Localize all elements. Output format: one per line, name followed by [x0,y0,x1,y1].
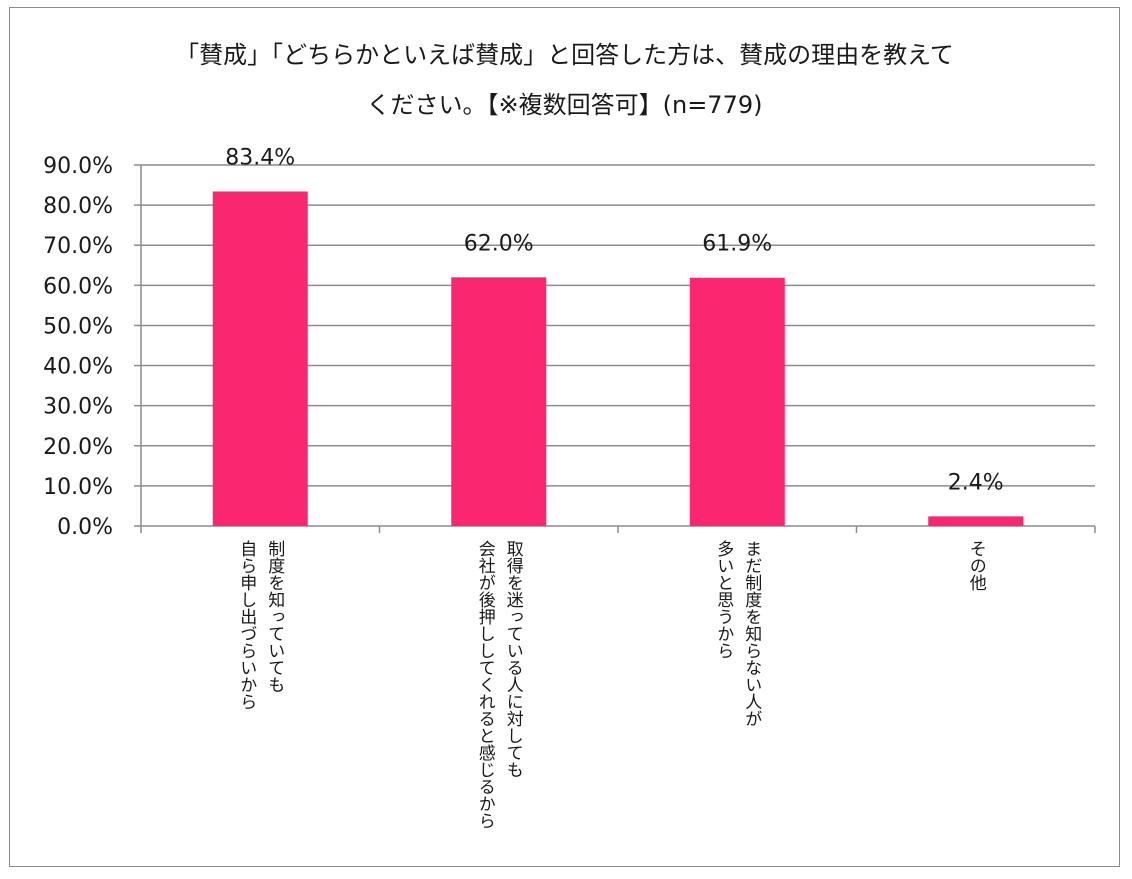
data-label-3: 61.9% [702,232,772,257]
bar-2 [451,277,547,526]
category-label-4-line-1: その他 [966,540,987,591]
data-label-1: 83.4% [225,145,295,170]
category-label-1-line-1: 自ら申し出づらいから [236,540,256,710]
data-label-4: 2.4% [948,470,1004,495]
chart-title-line-1: 「賛成」「どちらかといえば賛成」と回答した方は、賛成の理由を教えて [175,41,954,69]
y-tick-label: 0.0% [57,515,113,540]
bar-3 [689,277,785,526]
bar-1 [212,191,308,526]
category-label-1-line-2: 制度を知っていても [264,540,285,693]
y-tick-label: 30.0% [43,395,113,420]
y-tick-label: 50.0% [43,314,113,339]
y-tick-label: 70.0% [43,234,113,259]
category-label-2-line-2: 取得を迷っている人に対しても [503,540,524,778]
y-tick-label: 20.0% [43,435,113,460]
y-tick-label: 40.0% [43,355,113,380]
bar-4 [928,516,1024,526]
category-label-3-line-2: まだ制度を知らない人が [741,540,762,727]
chart-title: 「賛成」「どちらかといえば賛成」と回答した方は、賛成の理由を教えて ください。【… [9,30,1120,130]
data-label-2: 62.0% [464,231,534,256]
y-tick-label: 80.0% [43,194,113,219]
y-tick-label: 90.0% [43,154,113,179]
category-label-3-line-1: 多いと思うから [713,540,734,659]
y-tick-label: 60.0% [43,274,113,299]
chart-title-line-2: ください。【※複数回答可】(n=779) [366,91,763,119]
y-tick-label: 10.0% [43,475,113,500]
chart-frame [9,7,1120,867]
category-label-2-line-1: 会社が後押ししてくれると感じるから [475,540,496,829]
